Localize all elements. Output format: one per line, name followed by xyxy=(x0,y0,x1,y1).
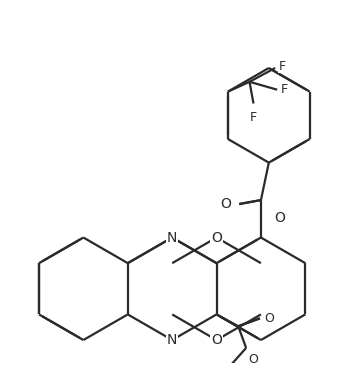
Text: O: O xyxy=(211,333,222,347)
Text: O: O xyxy=(248,353,258,366)
Text: F: F xyxy=(250,112,257,124)
Text: O: O xyxy=(264,312,274,325)
Text: F: F xyxy=(279,60,286,72)
Text: F: F xyxy=(281,83,288,96)
Text: N: N xyxy=(167,333,177,347)
Text: O: O xyxy=(275,211,286,225)
Text: N: N xyxy=(167,230,177,244)
Text: O: O xyxy=(221,197,231,211)
Text: O: O xyxy=(211,230,222,244)
